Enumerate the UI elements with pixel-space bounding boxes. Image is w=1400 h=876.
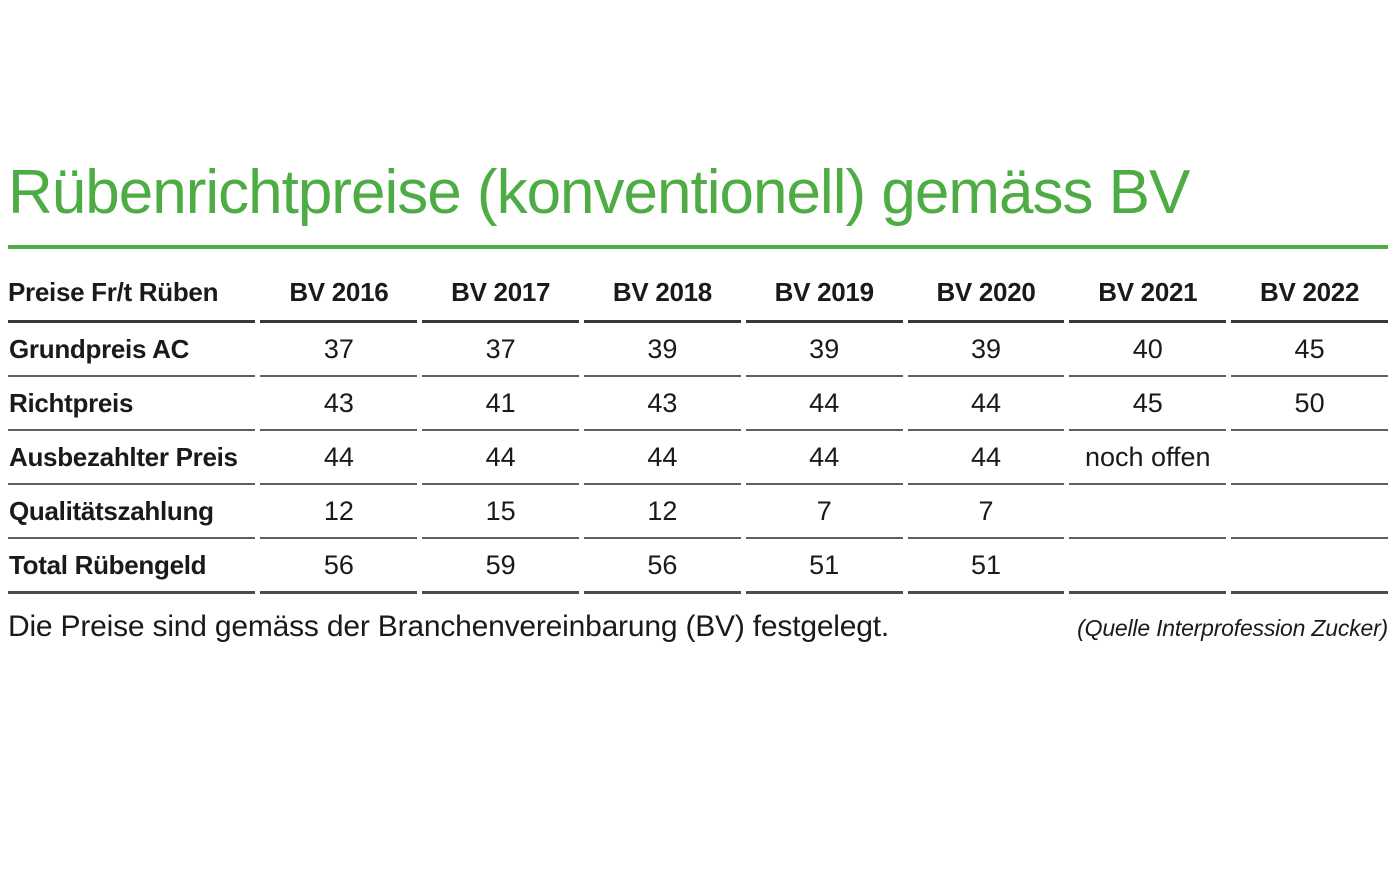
value-cell: 43 [584, 377, 741, 432]
column-header-bv2019: BV 2019 [745, 249, 903, 324]
value-cell [1231, 539, 1388, 595]
value-cell: 45 [1231, 323, 1388, 378]
value-cell [1231, 485, 1388, 540]
table-row-qualitaetszahlung: Qualitätszahlung 12 15 12 7 7 [8, 485, 1388, 540]
value-cell: 56 [584, 539, 741, 595]
row-label: Grundpreis AC [8, 323, 256, 378]
value-cell [1231, 431, 1388, 486]
value-cell: 7 [745, 485, 903, 540]
price-table: Preise Fr/t Rüben BV 2016 BV 2017 BV 201… [3, 249, 1393, 595]
value-cell: 44 [584, 431, 741, 486]
value-cell: 39 [584, 323, 741, 378]
column-header-bv2021: BV 2021 [1069, 249, 1227, 324]
value-cell: 41 [422, 377, 580, 432]
value-cell: 37 [260, 323, 418, 378]
value-cell: 40 [1069, 323, 1227, 378]
row-label: Richtpreis [8, 377, 256, 432]
column-header-bv2022: BV 2022 [1231, 249, 1388, 324]
column-header-bv2017: BV 2017 [422, 249, 580, 324]
table-row-ausbezahlter-preis: Ausbezahlter Preis 44 44 44 44 44 noch o… [8, 431, 1388, 486]
footnote: Die Preise sind gemäss der Branchenverei… [8, 610, 890, 644]
table-row-total-ruebengeld: Total Rübengeld 56 59 56 51 51 [8, 539, 1388, 595]
value-cell: 45 [1069, 377, 1227, 432]
page-title: Rübenrichtpreise (konventionell) gemäss … [8, 158, 1190, 227]
row-label: Qualitätszahlung [8, 485, 256, 540]
column-header-bv2016: BV 2016 [260, 249, 418, 324]
value-cell: 44 [260, 431, 418, 486]
source-credit: (Quelle Interprofession Zucker) [1077, 615, 1388, 642]
column-header-unit: Preise Fr/t Rüben [8, 249, 256, 324]
value-cell: 44 [907, 431, 1065, 486]
value-cell [1069, 539, 1227, 595]
value-cell [1069, 485, 1227, 540]
value-cell: 37 [422, 323, 580, 378]
value-cell: 15 [422, 485, 580, 540]
value-cell: 50 [1231, 377, 1388, 432]
value-cell: 44 [907, 377, 1065, 432]
value-cell: 44 [745, 377, 903, 432]
article-page: Rübenrichtpreise (konventionell) gemäss … [3, 158, 1393, 644]
value-cell: 44 [745, 431, 903, 486]
value-cell: 12 [584, 485, 741, 540]
row-label: Total Rübengeld [8, 539, 256, 595]
value-cell: noch offen [1069, 431, 1227, 486]
value-cell: 51 [745, 539, 903, 595]
table-footer: Die Preise sind gemäss der Branchenverei… [8, 610, 1388, 644]
table-row-grundpreis: Grundpreis AC 37 37 39 39 39 40 45 [8, 323, 1388, 378]
row-label: Ausbezahlter Preis [8, 431, 256, 486]
value-cell: 12 [260, 485, 418, 540]
value-cell: 39 [907, 323, 1065, 378]
value-cell: 51 [907, 539, 1065, 595]
title-divider [8, 245, 1388, 250]
value-cell: 39 [745, 323, 903, 378]
value-cell: 56 [260, 539, 418, 595]
table-row-richtpreis: Richtpreis 43 41 43 44 44 45 50 [8, 377, 1388, 432]
value-cell: 7 [907, 485, 1065, 540]
value-cell: 44 [422, 431, 580, 486]
value-cell: 59 [422, 539, 580, 595]
table-header-row: Preise Fr/t Rüben BV 2016 BV 2017 BV 201… [8, 249, 1388, 324]
column-header-bv2018: BV 2018 [584, 249, 741, 324]
value-cell: 43 [260, 377, 418, 432]
column-header-bv2020: BV 2020 [907, 249, 1065, 324]
